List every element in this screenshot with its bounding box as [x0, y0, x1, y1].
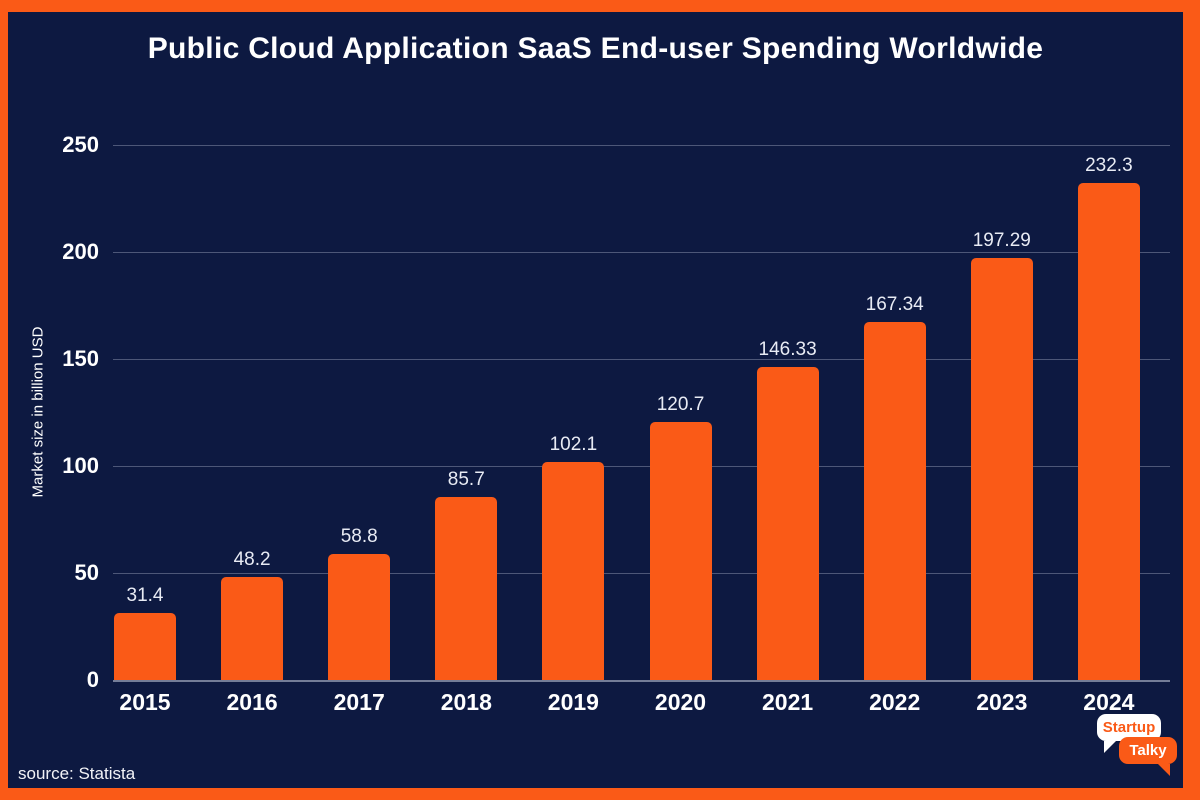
y-axis-label: Market size in billion USD [29, 326, 47, 498]
bar-2024 [1077, 182, 1140, 680]
bar-group-2021: 146.33 2021 [735, 145, 841, 715]
bar-group-2023: 197.29 2023 [949, 145, 1055, 715]
bar-2016 [221, 576, 284, 680]
bar-value-2017: 58.8 [340, 526, 378, 548]
logo-speech-bubble-startup: Startup [1097, 714, 1161, 753]
y-tick-150: 150 [62, 346, 99, 371]
bar-group-2016: 48.2 2016 [199, 145, 305, 715]
x-tick-2019: 2019 [547, 689, 599, 715]
bar-2017 [328, 554, 391, 680]
gridline-200 [113, 252, 1170, 253]
bar-group-2024: 232.3 2024 [1056, 145, 1162, 715]
startuptalky-logo: Startup Talky [1097, 714, 1181, 780]
bar-value-2023: 197.29 [972, 229, 1031, 251]
logo-speech-bubble-talky: Talky [1119, 737, 1177, 776]
x-tick-2024: 2024 [1083, 689, 1135, 715]
y-tick-0: 0 [86, 667, 99, 692]
y-tick-50: 50 [74, 560, 99, 585]
bar-value-2020: 120.7 [656, 393, 705, 415]
gridline-0 [113, 680, 1170, 682]
bar-group-2018: 85.7 2018 [413, 145, 519, 715]
gridline-100 [113, 466, 1170, 467]
bar-value-2021: 146.33 [758, 338, 817, 360]
gridline-250 [113, 145, 1170, 146]
y-tick-200: 200 [62, 239, 99, 264]
bar-2019 [542, 461, 605, 680]
x-tick-2021: 2021 [762, 689, 814, 715]
chart-title: Public Cloud Application SaaS End-user S… [147, 32, 1044, 65]
y-tick-100: 100 [62, 453, 99, 478]
bar-2015 [114, 612, 176, 680]
logo-text-startup: Startup [1102, 719, 1156, 736]
x-tick-2017: 2017 [333, 689, 385, 715]
bar-group-2022: 167.34 2022 [842, 145, 948, 715]
bar-value-2015: 31.4 [126, 584, 164, 606]
bar-group-2015: 31.4 2015 [92, 145, 198, 715]
bar-value-2019: 102.1 [549, 433, 598, 455]
bar-value-2022: 167.34 [865, 293, 924, 315]
gridline-150 [113, 359, 1170, 360]
bar-2018 [435, 496, 498, 680]
bar-2020 [649, 421, 712, 680]
x-tick-2020: 2020 [654, 689, 707, 715]
bar-2021 [756, 366, 819, 680]
bar-group-2020: 120.7 2020 [628, 145, 734, 715]
bar-group-2019: 102.1 2019 [520, 145, 626, 715]
source-credit: source: Statista [18, 764, 136, 783]
bar-2022 [863, 321, 926, 680]
chart-canvas: Public Cloud Application SaaS End-user S… [8, 12, 1183, 788]
x-tick-2016: 2016 [226, 689, 278, 715]
x-tick-2022: 2022 [869, 689, 921, 715]
bar-value-2018: 85.7 [447, 468, 485, 490]
gridline-50 [113, 573, 1170, 574]
x-tick-2023: 2023 [976, 689, 1028, 715]
y-tick-250: 250 [62, 132, 99, 157]
x-tick-2018: 2018 [440, 689, 492, 715]
bar-group-2017: 58.8 2017 [306, 145, 412, 715]
bar-value-2024: 232.3 [1085, 154, 1133, 176]
bar-value-2016: 48.2 [233, 548, 271, 570]
x-tick-2015: 2015 [119, 689, 171, 715]
logo-text-talky: Talky [1129, 742, 1167, 759]
plot-area: 0 50 100 150 200 250 31.4 2015 48.2 2016 58.8 2017 8… [62, 132, 1170, 715]
bar-2023 [970, 257, 1033, 680]
